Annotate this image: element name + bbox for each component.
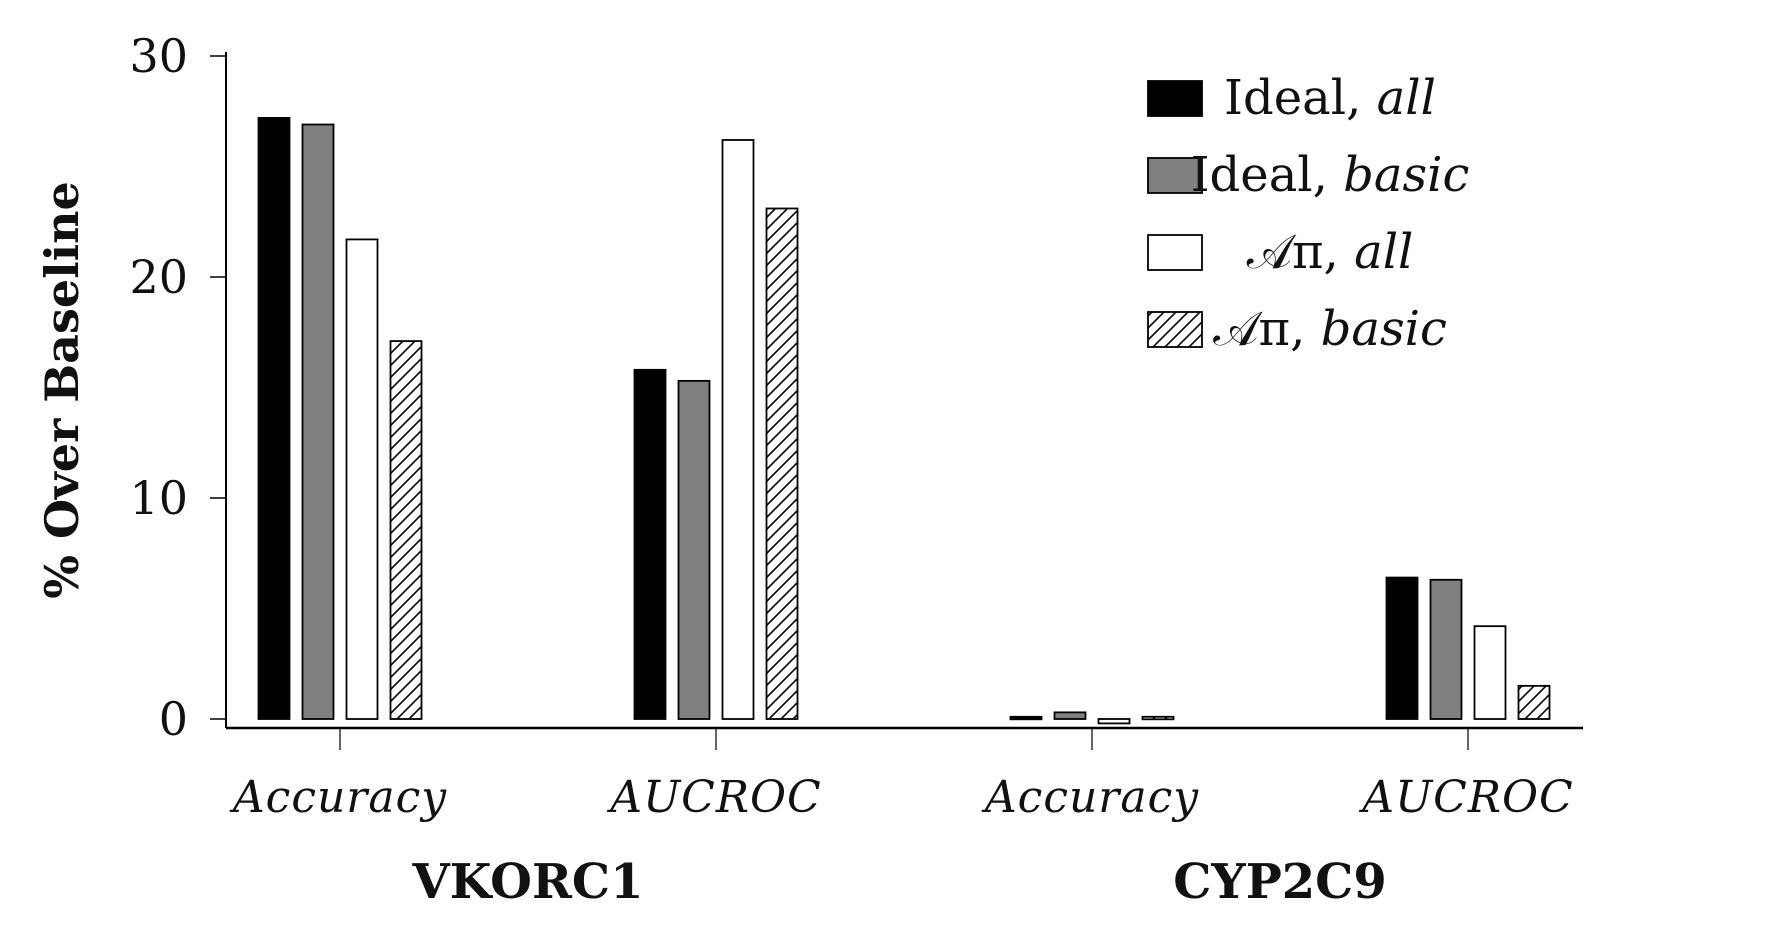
y-ticks: 0 10 20 30 — [129, 29, 226, 746]
legend-label-main: 𝒜π, — [1247, 224, 1354, 280]
group-labels: VKORC1 CYP2C9 — [412, 854, 1387, 910]
bar — [1141, 715, 1175, 721]
bar — [1385, 576, 1419, 720]
bar — [389, 340, 423, 720]
bar — [633, 368, 667, 720]
bar — [765, 207, 799, 720]
x-tick-label: Accuracy — [981, 772, 1199, 823]
legend-swatch — [1147, 234, 1203, 271]
legend-label: 𝒜π, basic — [1213, 301, 1447, 357]
bar — [721, 139, 755, 720]
bar — [1097, 718, 1131, 725]
legend-label-main: Ideal, — [1224, 70, 1377, 126]
x-tick-label: Accuracy — [229, 772, 447, 823]
bar — [345, 238, 379, 720]
bar — [1473, 625, 1507, 720]
legend-swatch — [1147, 311, 1203, 348]
y-axis-title: % Over Baseline — [35, 181, 89, 599]
y-tick-label: 20 — [129, 250, 188, 304]
legend-label: Ideal, all — [1224, 70, 1436, 126]
bar — [1009, 715, 1043, 721]
group-label: CYP2C9 — [1173, 854, 1387, 910]
bar — [1053, 711, 1087, 720]
legend-label-italic: all — [1377, 70, 1436, 126]
axes — [225, 52, 1583, 730]
bars — [257, 116, 1551, 725]
y-tick-label: 10 — [129, 471, 188, 525]
legend-label-main: Ideal, — [1191, 147, 1344, 203]
bar — [301, 123, 335, 720]
legend-swatch — [1147, 157, 1203, 194]
x-tick-label: AUCROC — [606, 772, 821, 823]
x-tick-label: AUCROC — [1358, 772, 1573, 823]
legend-label-main: 𝒜π, — [1213, 301, 1320, 357]
legend-label-italic: basic — [1343, 147, 1469, 203]
x-labels: Accuracy AUCROC Accuracy AUCROC — [229, 772, 1573, 823]
bar — [677, 379, 711, 720]
y-tick-label: 30 — [129, 29, 188, 83]
legend-label: 𝒜π, all — [1247, 224, 1414, 280]
legend-label: Ideal, basic — [1191, 147, 1470, 203]
bar — [257, 116, 291, 720]
bar — [1429, 578, 1463, 720]
bar — [1517, 684, 1551, 720]
group-label: VKORC1 — [412, 854, 644, 910]
x-ticks — [339, 728, 1469, 750]
legend-swatch — [1147, 80, 1203, 117]
y-tick-label: 0 — [159, 692, 188, 746]
legend-label-italic: basic — [1321, 301, 1447, 357]
legend-label-italic: all — [1354, 224, 1413, 280]
